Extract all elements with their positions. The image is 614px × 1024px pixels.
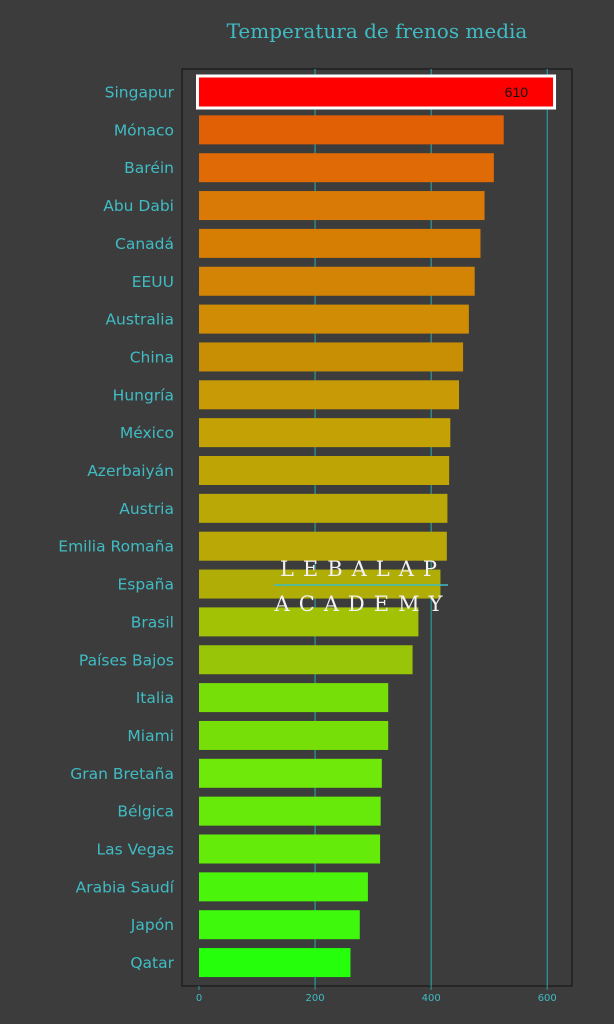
- x-tick-label: 200: [306, 993, 325, 1004]
- category-label: Singapur: [105, 84, 175, 102]
- x-tick-label: 0: [196, 993, 202, 1004]
- bar-austria: [199, 493, 448, 523]
- category-label: Australia: [105, 311, 174, 329]
- bar-bélgica: [199, 796, 381, 826]
- category-label: Japón: [130, 916, 174, 934]
- category-label: Canadá: [115, 235, 174, 253]
- bar-azerbaiyán: [199, 456, 450, 485]
- category-label: Italia: [136, 689, 174, 707]
- watermark: LEBALAP ACADEMY: [274, 557, 452, 616]
- category-label: Arabia Saudí: [76, 878, 175, 896]
- bar-países-bajos: [199, 645, 413, 675]
- category-label: México: [120, 424, 174, 442]
- category-label: Países Bajos: [79, 651, 174, 669]
- category-label: Miami: [127, 727, 174, 745]
- category-label: Qatar: [130, 954, 174, 972]
- bar-las-vegas: [199, 834, 381, 864]
- bar-méxico: [199, 418, 451, 448]
- x-tick-label: 400: [422, 993, 441, 1004]
- bar-brasil: [199, 607, 419, 637]
- category-label: Austria: [119, 500, 174, 518]
- bar-hungría: [199, 380, 460, 410]
- category-label: Bélgica: [117, 803, 174, 821]
- data-label: 610: [505, 84, 529, 100]
- category-label: EEUU: [132, 273, 174, 291]
- chart-title: Temperatura de frenos media: [227, 19, 528, 43]
- bar-australia: [199, 304, 469, 334]
- category-label: Hungría: [113, 386, 174, 404]
- bar-gran-bretaña: [199, 758, 382, 788]
- bar-italia: [199, 683, 389, 713]
- category-label: Mónaco: [114, 121, 174, 139]
- bar-mónaco: [199, 115, 504, 145]
- category-label: Abu Dabi: [103, 197, 174, 215]
- bar-canadá: [199, 228, 481, 258]
- plot-area: 0 200 400 600 Singapur 610 Mónaco Baréin Abu Dab…: [58, 68, 573, 1004]
- bar-china: [199, 342, 464, 372]
- bar-miami: [199, 720, 389, 750]
- category-label: España: [117, 576, 174, 594]
- category-label: Emilia Romaña: [58, 538, 174, 556]
- watermark-line-2: ACADEMY: [274, 592, 452, 616]
- bar-japón: [199, 910, 360, 940]
- bar-españa: [199, 569, 441, 599]
- watermark-line-1: LEBALAP: [280, 557, 446, 581]
- category-label: Azerbaiyán: [87, 462, 174, 480]
- bar-arabia-saudí: [199, 872, 368, 902]
- bar-qatar: [199, 948, 351, 978]
- bar-eeuu: [199, 266, 475, 296]
- bar-abu-dabi: [199, 191, 485, 221]
- category-label: Brasil: [131, 613, 174, 631]
- category-label: Baréin: [124, 159, 174, 177]
- category-label: China: [130, 348, 174, 366]
- category-label: Las Vegas: [97, 841, 175, 859]
- category-label: Gran Bretaña: [70, 765, 174, 783]
- bar-baréin: [199, 153, 494, 183]
- bar-singapur: [199, 77, 554, 107]
- bar-emilia-romaña: [199, 531, 447, 561]
- plot-panel: [181, 68, 573, 987]
- x-tick-label: 600: [538, 993, 557, 1004]
